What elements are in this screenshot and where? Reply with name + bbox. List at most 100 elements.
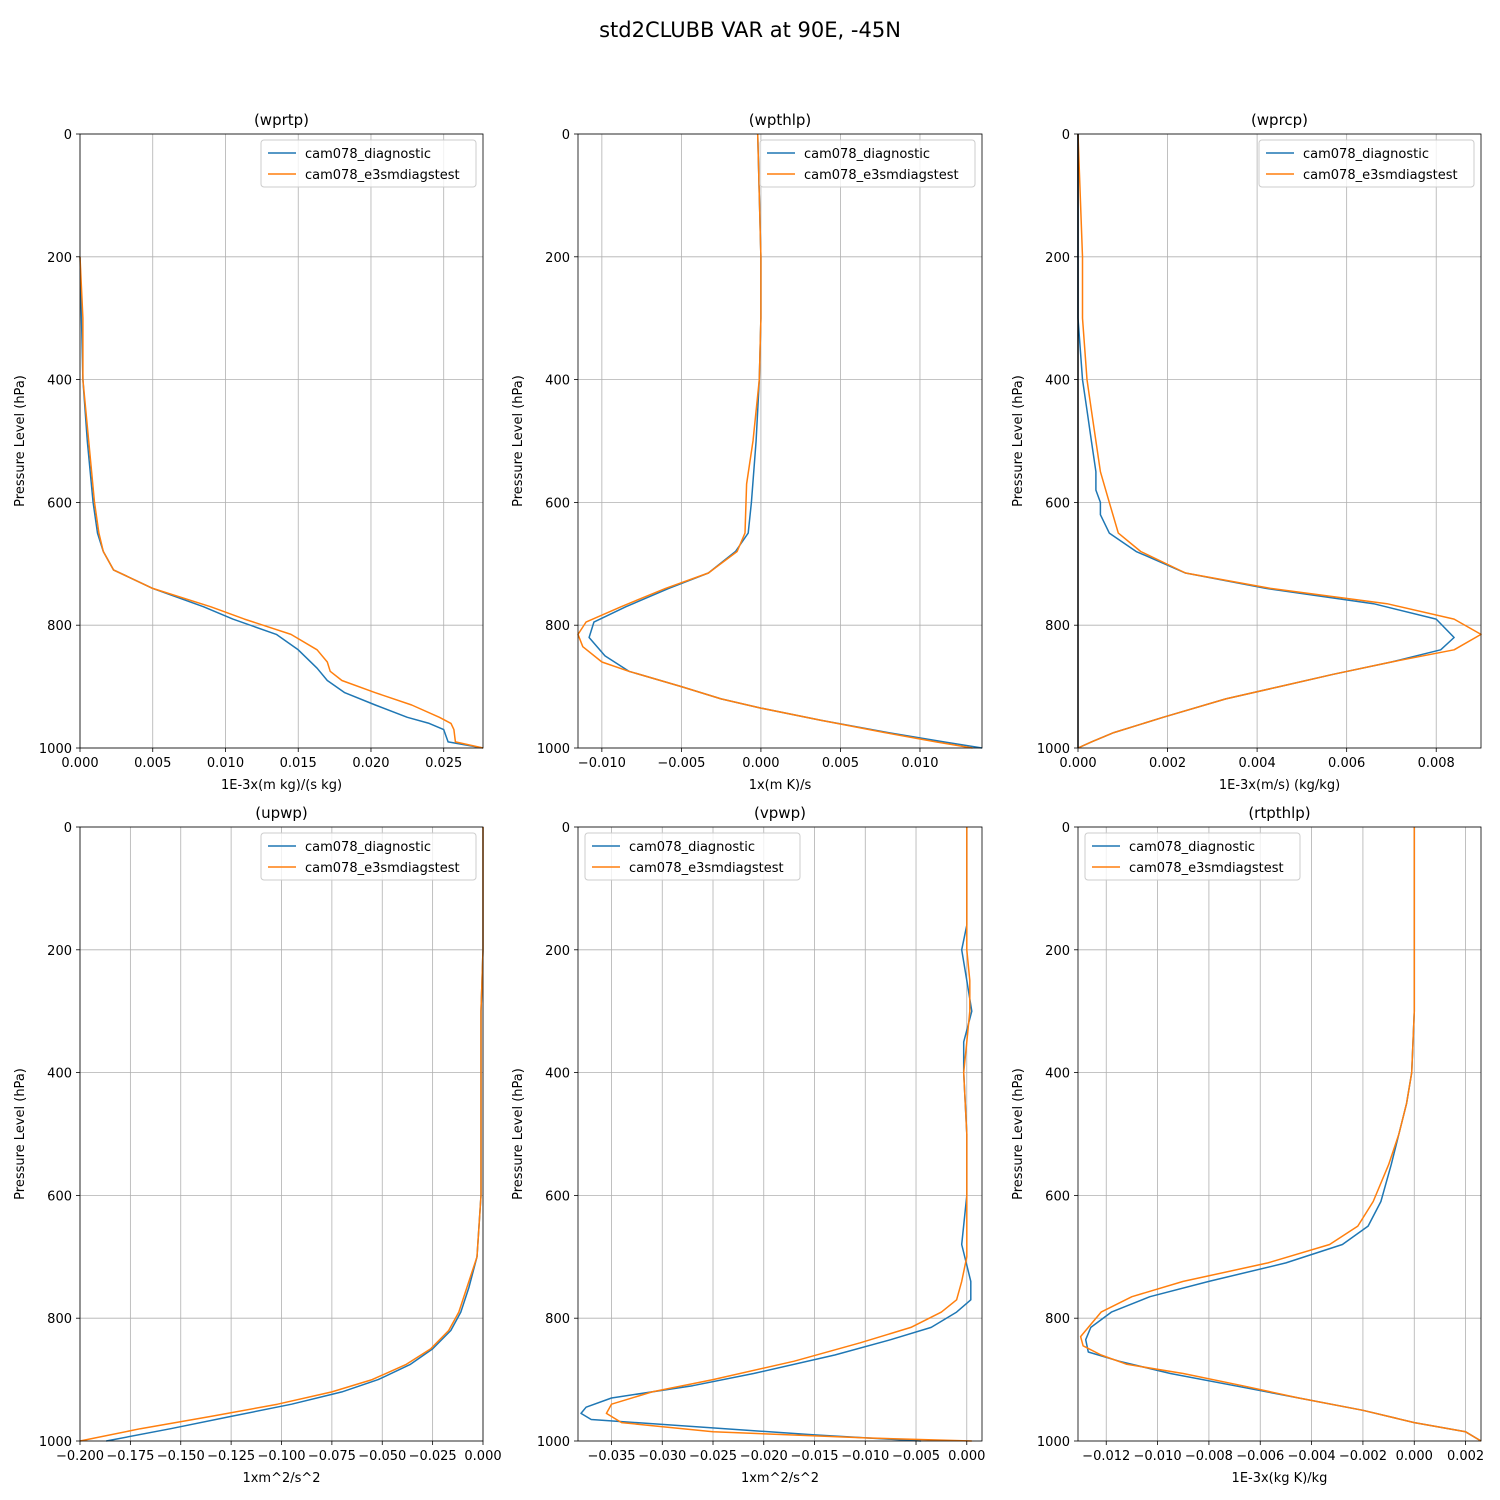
x-axis-label: 1x(m K)/s: [749, 778, 812, 793]
axes-frame: [79, 133, 484, 749]
legend-label-cam078_e3smdiagstest: cam078_e3smdiagstest: [629, 861, 784, 876]
x-tick-label: 0.010: [901, 756, 938, 771]
y-tick-label: 200: [545, 944, 570, 959]
y-tick-label: 400: [47, 1067, 72, 1082]
subplot-2: −0.010 −0.005 0.000 0.005 0.010 0 200 400 600 800…: [511, 111, 983, 793]
y-tick-label: 0: [562, 128, 570, 143]
x-tick-label: 0.000: [1396, 1449, 1433, 1464]
y-tick-label: 800: [545, 1312, 570, 1327]
y-tick-label: 800: [1045, 1312, 1070, 1327]
y-tick-label: 600: [1045, 496, 1070, 511]
x-tick-label: −0.006: [1236, 1449, 1284, 1464]
y-tick-label: 0: [64, 128, 72, 143]
legend: cam078_diagnostic cam078_e3smdiagstest: [260, 832, 477, 881]
subplot-6: −0.012 −0.010 −0.008 −0.006 −0.004 −0.002 0.00…: [1011, 804, 1484, 1486]
series-line-cam078_e3smdiagstest: [577, 133, 973, 749]
series-line-cam078_e3smdiagstest: [1077, 133, 1482, 749]
x-tick-label: 0.015: [280, 756, 317, 771]
y-tick-label: 1000: [1037, 1435, 1070, 1450]
legend-box: [584, 832, 801, 881]
subplot-title: (upwp): [255, 804, 308, 822]
x-tick-label: 0.005: [822, 756, 859, 771]
subplot-1: 0.000 0.005 0.010 0.015 0.020 0.025 0 200 400 600…: [13, 111, 484, 793]
y-axis-label: Pressure Level (hPa): [511, 375, 526, 507]
legend-box: [1258, 139, 1475, 188]
x-tick-label: −0.200: [56, 1449, 104, 1464]
y-tick-label: 200: [47, 251, 72, 266]
y-tick-label: 600: [1045, 1189, 1070, 1204]
y-tick-label: 1000: [537, 1435, 570, 1450]
y-tick-label: 1000: [1037, 742, 1070, 757]
x-axis-label: 1E-3x(kg K)/kg: [1232, 1471, 1328, 1486]
x-tick-label: −0.075: [308, 1449, 356, 1464]
x-tick-label: 0.002: [1447, 1449, 1484, 1464]
y-tick-label: 0: [1062, 128, 1070, 143]
x-tick-label: −0.050: [358, 1449, 406, 1464]
x-axis-label: 1E-3x(m/s) (kg/kg): [1219, 778, 1340, 793]
y-tick-label: 600: [47, 496, 72, 511]
legend-box: [759, 139, 976, 188]
y-axis-label: Pressure Level (hPa): [13, 1068, 28, 1200]
x-tick-label: 0.010: [207, 756, 244, 771]
y-tick-label: 400: [1045, 1067, 1070, 1082]
y-tick-label: 200: [47, 944, 72, 959]
subplot-title: (vpwp): [754, 804, 806, 822]
subplot-title: (wprtp): [254, 111, 309, 129]
y-tick-label: 400: [545, 374, 570, 389]
legend-label-cam078_e3smdiagstest: cam078_e3smdiagstest: [1303, 168, 1458, 183]
subplot-5: −0.035 −0.030 −0.025 −0.020 −0.015 −0.010 −0.0…: [511, 804, 985, 1486]
x-tick-label: 0.008: [1418, 756, 1455, 771]
x-tick-label: 0.000: [464, 1449, 501, 1464]
subplot-title: (wpthlp): [749, 111, 812, 129]
y-tick-label: 200: [1045, 944, 1070, 959]
x-axis-label: 1E-3x(m kg)/(s kg): [221, 778, 342, 793]
series-line-cam078_diagnostic: [79, 256, 484, 749]
legend: cam078_diagnostic cam078_e3smdiagstest: [584, 832, 801, 881]
y-tick-label: 800: [47, 1312, 72, 1327]
legend-box: [1084, 832, 1301, 881]
subplot-4: −0.200 −0.175 −0.150 −0.125 −0.100 −0.075 −0.0…: [13, 804, 502, 1486]
legend-label-cam078_diagnostic: cam078_diagnostic: [804, 147, 930, 162]
x-tick-label: 0.004: [1239, 756, 1276, 771]
subplot-title: (wprcp): [1251, 111, 1308, 129]
x-tick-label: −0.015: [790, 1449, 838, 1464]
x-tick-label: −0.012: [1082, 1449, 1130, 1464]
legend: cam078_diagnostic cam078_e3smdiagstest: [759, 139, 976, 188]
y-tick-label: 600: [545, 1189, 570, 1204]
y-axis-label: Pressure Level (hPa): [1011, 375, 1026, 507]
y-tick-label: 600: [47, 1189, 72, 1204]
x-tick-label: 0.000: [61, 756, 98, 771]
y-tick-label: 800: [47, 619, 72, 634]
legend-label-cam078_diagnostic: cam078_diagnostic: [1303, 147, 1429, 162]
x-tick-label: −0.008: [1185, 1449, 1233, 1464]
series-line-cam078_e3smdiagstest: [605, 827, 972, 1442]
x-tick-label: −0.005: [657, 756, 705, 771]
x-tick-label: 0.020: [352, 756, 389, 771]
x-tick-label: 0.000: [1059, 756, 1096, 771]
x-tick-label: −0.125: [207, 1449, 255, 1464]
y-axis-label: Pressure Level (hPa): [511, 1068, 526, 1200]
x-tick-label: −0.005: [892, 1449, 940, 1464]
y-tick-label: 0: [562, 821, 570, 836]
x-tick-label: 0.002: [1149, 756, 1186, 771]
series-line-cam078_e3smdiagstest: [1079, 827, 1482, 1442]
y-tick-label: 400: [1045, 374, 1070, 389]
legend-label-cam078_diagnostic: cam078_diagnostic: [305, 147, 431, 162]
y-axis-label: Pressure Level (hPa): [1011, 1068, 1026, 1200]
y-tick-label: 800: [545, 619, 570, 634]
x-tick-label: −0.025: [409, 1449, 457, 1464]
subplot-3: 0.000 0.002 0.004 0.006 0.008 0 200 400 600 800 10…: [1011, 111, 1482, 793]
x-tick-label: −0.010: [1134, 1449, 1182, 1464]
axes-frame: [577, 133, 983, 749]
x-tick-label: 0.005: [134, 756, 171, 771]
x-tick-label: −0.004: [1288, 1449, 1336, 1464]
y-tick-label: 400: [545, 1067, 570, 1082]
figure-title: std2CLUBB VAR at 90E, -45N: [599, 18, 901, 42]
y-tick-label: 1000: [39, 1435, 72, 1450]
y-tick-label: 0: [1062, 821, 1070, 836]
series-line-cam078_e3smdiagstest: [79, 256, 484, 749]
legend: cam078_diagnostic cam078_e3smdiagstest: [1258, 139, 1475, 188]
legend-box: [260, 139, 477, 188]
y-tick-label: 0: [64, 821, 72, 836]
